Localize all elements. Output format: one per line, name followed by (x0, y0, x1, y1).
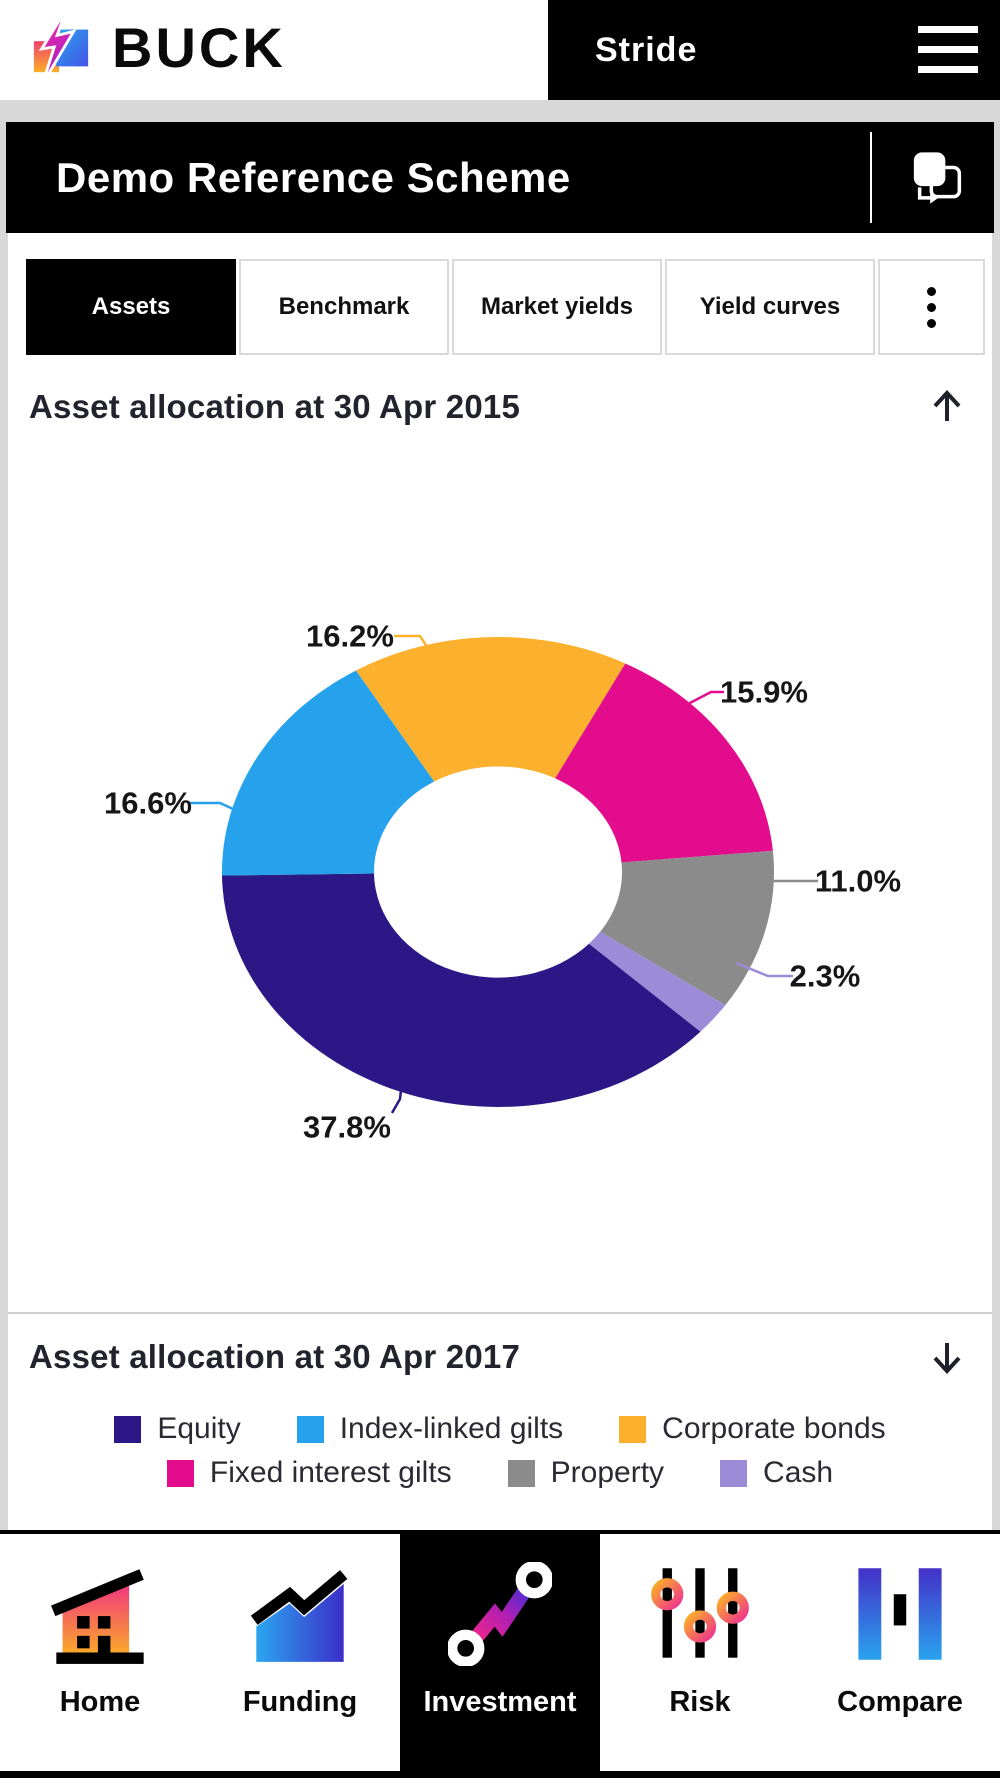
callout-line-index-linked-gilts (189, 801, 247, 817)
slice-label-fixed-interest-gilts: 15.9% (720, 675, 808, 710)
nav-label-compare: Compare (837, 1686, 963, 1718)
legend-item-corporate-bonds: Corporate bonds (619, 1412, 886, 1446)
funding-icon (242, 1556, 358, 1672)
bottom-black-strip (0, 1771, 1000, 1778)
tab-overflow-button[interactable] (878, 259, 985, 355)
legend-label-property: Property (550, 1456, 665, 1489)
tab-bar: Assets Benchmark Market yields Yield cur… (26, 259, 985, 355)
bottom-navigation: Home Funding Investment (0, 1530, 1000, 1771)
legend-swatch-property (507, 1459, 535, 1487)
legend-item-equity: Equity (114, 1412, 241, 1446)
investment-icon (442, 1556, 558, 1672)
legend-swatch-index-linked-gilts (296, 1415, 324, 1443)
up-arrow-icon (933, 390, 961, 421)
callout-line-fixed-interest-gilts (687, 690, 724, 706)
donut-slice-equity[interactable] (222, 873, 701, 1107)
nav-label-home: Home (59, 1686, 141, 1718)
tab-market-yields[interactable]: Market yields (452, 259, 662, 355)
buck-logo-icon (33, 8, 89, 85)
donut-slice-corporate-bonds[interactable] (356, 636, 626, 782)
legend-label-corporate-bonds: Corporate bonds (662, 1412, 886, 1445)
brand-lockup: BUCK (30, 8, 286, 86)
nav-label-funding: Funding (242, 1686, 358, 1718)
slice-label-cash: 2.3% (790, 959, 861, 994)
section-title-2017: Asset allocation at 30 Apr 2017 (29, 1338, 521, 1375)
section-header-2017: Asset allocation at 30 Apr 2017 (29, 1334, 967, 1380)
slice-label-corporate-bonds: 16.2% (306, 619, 394, 654)
hamburger-icon[interactable] (918, 26, 978, 74)
compare-icon (842, 1556, 958, 1672)
nav-label-risk: Risk (669, 1686, 731, 1718)
donut-slice-index-linked-gilts[interactable] (221, 670, 435, 876)
tab-yield-curves[interactable]: Yield curves (665, 259, 875, 355)
slice-label-property: 11.0% (815, 864, 901, 899)
nav-item-compare[interactable]: Compare (800, 1534, 1000, 1771)
header-separator (870, 132, 872, 223)
legend-swatch-cash (720, 1459, 748, 1487)
legend-swatch-fixed-interest-gilts (166, 1459, 194, 1487)
brand-name: BUCK (112, 15, 286, 79)
slice-label-equity: 37.8% (303, 1110, 391, 1145)
donut-slice-property[interactable] (600, 850, 775, 1006)
legend-item-cash: Cash (720, 1456, 833, 1490)
legend-label-equity: Equity (157, 1412, 241, 1445)
legend-item-property: Property (507, 1456, 665, 1490)
chart-legend: Equity Index-linked gilts Corporate bonds F… (8, 1412, 992, 1490)
scheme-switch-button[interactable] (894, 145, 978, 211)
legend-label-cash: Cash (763, 1456, 834, 1489)
section-header-2015: Asset allocation at 30 Apr 2015 (29, 384, 967, 430)
legend-item-index-linked-gilts: Index-linked gilts (296, 1412, 564, 1446)
asset-allocation-donut-chart: 37.8% 16.6% 16.2% 15.9% 11.0% 2.3% (104, 619, 901, 1145)
legend-row: Fixed interest gilts Property Cash (166, 1456, 833, 1490)
kebab-menu-icon (927, 286, 936, 328)
top-brand-bar: BUCK Stride (0, 0, 1000, 100)
callout-line-cash (735, 961, 793, 978)
legend-label-index-linked-gilts: Index-linked gilts (339, 1412, 564, 1445)
legend-row: Equity Index-linked gilts Corporate bonds (114, 1412, 886, 1446)
nav-label-investment: Investment (423, 1686, 577, 1718)
slice-label-index-linked-gilts: 16.6% (104, 786, 192, 821)
home-icon (42, 1556, 158, 1672)
tab-assets[interactable]: Assets (26, 259, 236, 355)
nav-item-investment[interactable]: Investment (400, 1534, 600, 1771)
callout-line-equity (390, 1089, 403, 1114)
risk-icon (642, 1556, 758, 1672)
tab-benchmark[interactable]: Benchmark (239, 259, 449, 355)
donut-slice-fixed-interest-gilts[interactable] (555, 663, 773, 863)
legend-swatch-equity (114, 1415, 142, 1443)
legend-swatch-corporate-bonds (619, 1415, 647, 1443)
down-arrow-icon (933, 1343, 961, 1374)
callout-line-corporate-bonds (394, 634, 431, 651)
legend-item-fixed-interest-gilts: Fixed interest gilts (166, 1456, 452, 1490)
scheme-header: Demo Reference Scheme (6, 122, 994, 233)
nav-item-home[interactable]: Home (0, 1534, 200, 1771)
nav-item-funding[interactable]: Funding (200, 1534, 400, 1771)
collapse-section-button[interactable] (927, 387, 967, 427)
section-divider (8, 1312, 992, 1314)
donut-slice-cash[interactable] (589, 931, 726, 1032)
scheme-title: Demo Reference Scheme (56, 153, 571, 201)
scheme-switch-icon (913, 152, 962, 204)
expand-section-button[interactable] (927, 1337, 967, 1377)
section-title-2015: Asset allocation at 30 Apr 2015 (29, 388, 521, 425)
legend-label-fixed-interest-gilts: Fixed interest gilts (209, 1456, 452, 1489)
app-name: Stride (595, 30, 698, 69)
nav-item-risk[interactable]: Risk (600, 1534, 800, 1771)
